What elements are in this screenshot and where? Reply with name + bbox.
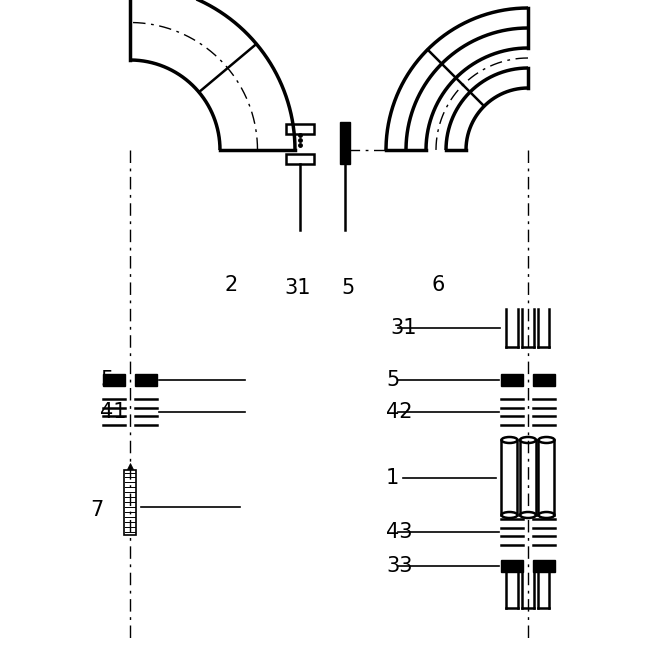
Bar (538, 440, 555, 515)
Bar (340, 122, 350, 164)
Text: 5: 5 (342, 278, 355, 298)
Bar (103, 374, 125, 386)
Bar (520, 440, 536, 515)
Text: 6: 6 (432, 275, 445, 295)
Ellipse shape (538, 512, 555, 518)
Bar (533, 374, 555, 386)
Bar (533, 560, 555, 572)
Ellipse shape (520, 437, 536, 443)
Ellipse shape (501, 512, 517, 518)
Text: 31: 31 (285, 278, 311, 298)
Text: 43: 43 (386, 522, 413, 542)
Text: 7: 7 (90, 500, 103, 520)
Ellipse shape (520, 512, 536, 518)
Text: 1: 1 (386, 468, 399, 488)
Bar (286, 124, 314, 134)
Bar (501, 560, 523, 572)
Bar (135, 374, 157, 386)
Text: 2: 2 (225, 275, 238, 295)
Bar (501, 440, 517, 515)
Bar (124, 470, 136, 535)
Text: 5: 5 (100, 370, 113, 390)
Text: 41: 41 (100, 402, 126, 422)
Bar (501, 374, 523, 386)
Text: 33: 33 (386, 556, 413, 576)
Text: 42: 42 (386, 402, 413, 422)
Ellipse shape (501, 437, 517, 443)
Text: 31: 31 (390, 318, 417, 338)
Ellipse shape (538, 437, 555, 443)
Text: 5: 5 (386, 370, 399, 390)
Bar (286, 154, 314, 164)
